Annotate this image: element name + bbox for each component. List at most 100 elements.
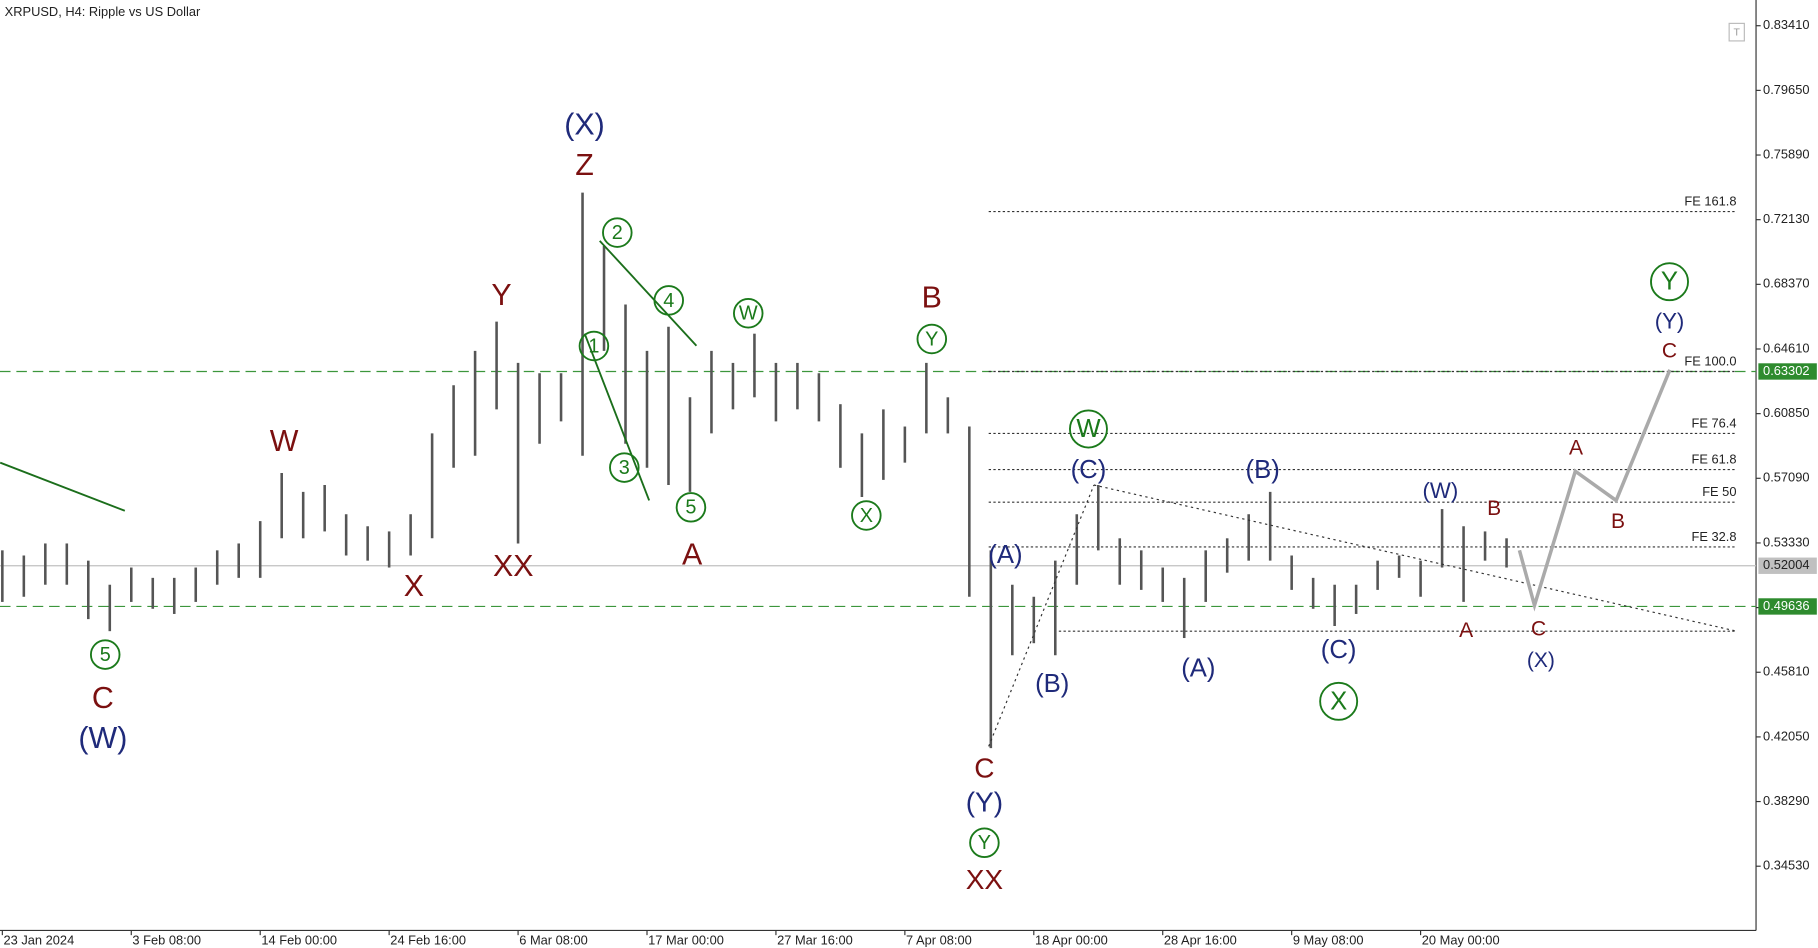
price-marker-box <box>1758 363 1817 380</box>
x-tick-label: 18 Apr 00:00 <box>1035 932 1108 947</box>
trendline <box>0 461 126 512</box>
y-tick-label: 0.38290 <box>1763 793 1809 808</box>
price-marker-label: 0.52004 <box>1763 557 1809 572</box>
wave-label: X <box>404 569 424 603</box>
wave-label-circle <box>675 492 707 523</box>
wave-label: C <box>1531 618 1546 641</box>
x-tick-label: 3 Feb 08:00 <box>132 932 201 947</box>
y-tick-label: 0.60850 <box>1763 405 1809 420</box>
wave-label: 4 <box>663 290 674 312</box>
wave-label: 2 <box>612 222 623 244</box>
wave-label: W <box>739 303 758 325</box>
wave-label: X <box>1330 687 1347 715</box>
wave-label-circle <box>578 330 610 362</box>
wave-label-circle <box>1319 681 1359 721</box>
trendline <box>988 484 1095 747</box>
wave-label: (B) <box>1246 456 1280 484</box>
projection-path <box>1517 369 1672 612</box>
fib-level-label: FE 61.8 <box>1691 452 1736 467</box>
toolbar-icon[interactable] <box>1728 22 1745 42</box>
x-tick-label: 23 Jan 2024 <box>4 932 75 947</box>
fib-level-label: FE 100.0 <box>1684 354 1736 369</box>
wave-label-circle <box>602 217 633 248</box>
wave-label: 1 <box>588 335 599 357</box>
wave-label-circle <box>969 827 1000 859</box>
wave-label-circle <box>916 323 948 355</box>
chart-title: XRPUSD, H4: Ripple vs US Dollar <box>5 4 201 19</box>
wave-label-circle <box>1650 262 1689 302</box>
wave-label: XX <box>966 864 1004 895</box>
wave-label: Y <box>978 832 991 854</box>
y-tick-label: 0.53330 <box>1763 534 1809 549</box>
fib-level-label: FE 76.4 <box>1691 415 1736 430</box>
x-tick-label: 28 Apr 16:00 <box>1164 932 1237 947</box>
y-tick-label: 0.64610 <box>1763 340 1809 355</box>
wave-label: C <box>974 753 994 784</box>
toolbar-icon-glyph: T <box>1734 27 1741 39</box>
wave-label-circle <box>1069 409 1108 449</box>
wave-label: Y <box>491 278 511 312</box>
wave-label: (A) <box>1181 655 1215 683</box>
wave-label: A <box>682 537 703 571</box>
wave-label-circle <box>851 500 882 531</box>
y-tick-label: 0.42050 <box>1763 728 1809 743</box>
wave-label: A <box>1459 619 1473 642</box>
wave-label: 5 <box>685 497 696 519</box>
y-tick-label: 0.68370 <box>1763 276 1809 291</box>
fib-level-label: FE 50 <box>1702 484 1736 499</box>
wave-label: (Y) <box>1655 308 1685 333</box>
wave-label: (X) <box>1527 649 1555 672</box>
wave-label: (B) <box>1035 670 1069 698</box>
fib-level-label: FE 32.8 <box>1691 529 1736 544</box>
price-marker-label: 0.63302 <box>1763 363 1809 378</box>
y-tick-label: 0.72130 <box>1763 211 1809 226</box>
x-tick-label: 14 Feb 00:00 <box>261 932 337 947</box>
price-marker-label: 0.49636 <box>1763 598 1809 613</box>
trendline <box>1093 484 1737 632</box>
wave-label: 3 <box>619 457 630 479</box>
y-tick-label: 0.83410 <box>1763 17 1809 32</box>
wave-label: B <box>1611 510 1625 533</box>
x-tick-label: 6 Mar 08:00 <box>519 932 588 947</box>
wave-label: Y <box>1661 268 1678 296</box>
wave-label: (C) <box>1071 456 1107 484</box>
wave-label: XX <box>493 549 534 583</box>
wave-label: B <box>922 280 942 314</box>
y-tick-label: 0.57090 <box>1763 470 1809 485</box>
price-marker-box <box>1758 598 1817 615</box>
y-tick-label: 0.79650 <box>1763 82 1809 97</box>
wave-label-circle <box>609 452 640 483</box>
wave-label-circle <box>732 298 764 329</box>
wave-label: X <box>860 505 873 527</box>
wave-label: W <box>270 424 299 458</box>
x-tick-label: 20 May 00:00 <box>1422 932 1500 947</box>
x-tick-label: 7 Apr 08:00 <box>906 932 972 947</box>
wave-label-circle <box>653 285 684 316</box>
wave-label: C <box>1662 339 1677 362</box>
wave-label: (Y) <box>966 787 1003 818</box>
fib-level-label: FE 161.8 <box>1684 194 1736 209</box>
price-marker-box <box>1758 557 1817 574</box>
wave-label: Y <box>925 328 938 350</box>
wave-label: (W) <box>1422 478 1458 503</box>
wave-label: (X) <box>564 107 605 141</box>
wave-label: B <box>1487 497 1501 520</box>
y-tick-label: 0.45810 <box>1763 664 1809 679</box>
wave-label: 5 <box>100 644 111 666</box>
wave-label-circle <box>89 639 121 670</box>
wave-label: A <box>1569 436 1583 459</box>
x-tick-label: 27 Mar 16:00 <box>777 932 853 947</box>
x-tick-label: 17 Mar 00:00 <box>648 932 724 947</box>
wave-label: (W) <box>78 721 127 755</box>
y-tick-label: 0.34530 <box>1763 858 1809 873</box>
wave-label: Z <box>575 148 594 182</box>
x-tick-label: 9 May 08:00 <box>1293 932 1364 947</box>
x-tick-label: 24 Feb 16:00 <box>390 932 466 947</box>
trendline <box>599 240 698 347</box>
wave-label: C <box>92 681 114 715</box>
wave-label: (C) <box>1321 636 1357 664</box>
wave-label: (A) <box>988 541 1022 569</box>
y-tick-label: 0.75890 <box>1763 146 1809 161</box>
